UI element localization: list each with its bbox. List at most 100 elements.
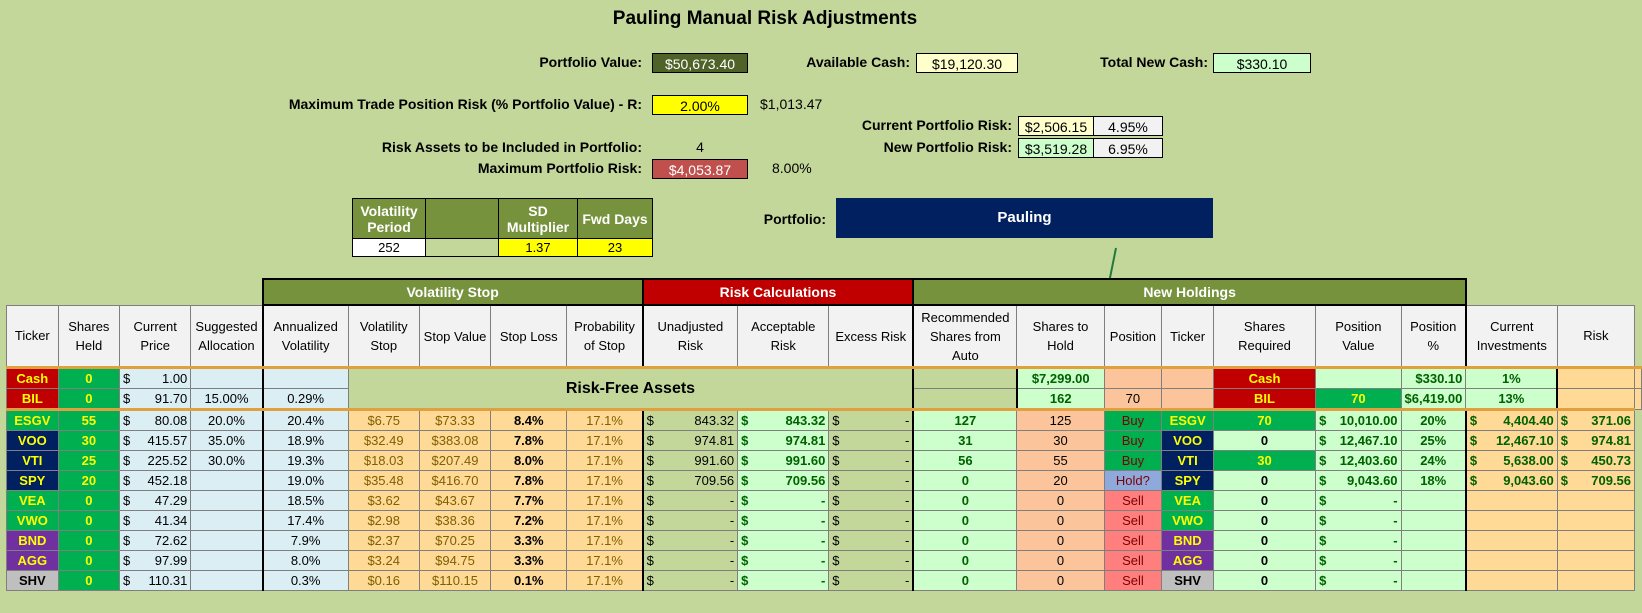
position-value-cell[interactable]: $9,043.60 bbox=[1315, 470, 1402, 491]
position-value-cell[interactable]: $ - bbox=[1315, 510, 1402, 531]
risk-cell[interactable]: $450.73 bbox=[1556, 450, 1636, 471]
shares-required-cell[interactable]: 0 bbox=[1212, 490, 1317, 511]
shares-to-hold-cell[interactable]: 70 bbox=[1103, 388, 1163, 410]
position-cell[interactable] bbox=[1161, 388, 1214, 410]
shares-held-cell[interactable]: 30 bbox=[57, 430, 121, 451]
current-investments-cell[interactable] bbox=[1464, 490, 1558, 511]
suggested-allocation-cell[interactable] bbox=[190, 490, 264, 511]
unadjusted-risk-cell[interactable]: $ - bbox=[641, 530, 739, 551]
annualized-volatility-cell[interactable]: 19.3% bbox=[261, 450, 349, 471]
probability-of-stop-cell[interactable]: 17.1% bbox=[566, 408, 644, 431]
risk-cell[interactable]: $974.81 bbox=[1556, 430, 1636, 451]
position-pct-cell[interactable]: 25% bbox=[1400, 430, 1467, 451]
annualized-volatility-cell[interactable]: 7.9% bbox=[261, 530, 349, 551]
acceptable-risk-cell[interactable]: $ - bbox=[737, 550, 830, 571]
current-investments-cell[interactable] bbox=[1556, 388, 1636, 410]
recommended-shares-cell[interactable]: 56 bbox=[912, 450, 1018, 471]
unadjusted-risk-cell[interactable]: $991.60 bbox=[641, 450, 739, 471]
shares-to-hold-cell[interactable]: 125 bbox=[1016, 408, 1105, 431]
shares-to-hold-cell[interactable]: 55 bbox=[1016, 450, 1105, 471]
annualized-volatility-cell[interactable]: 19.0% bbox=[261, 470, 349, 491]
suggested-allocation-cell[interactable]: 30.0% bbox=[190, 450, 264, 471]
current-investments-cell[interactable] bbox=[1464, 530, 1558, 551]
position-cell[interactable]: Sell bbox=[1103, 530, 1163, 551]
current-price-cell[interactable]: $47.29 bbox=[119, 490, 192, 511]
recommended-shares-cell[interactable]: 0 bbox=[912, 490, 1018, 511]
position-value-cell[interactable]: $ - bbox=[1315, 530, 1402, 551]
current-investments-cell[interactable] bbox=[1556, 366, 1636, 389]
shares-held-cell[interactable]: 55 bbox=[57, 408, 121, 431]
excess-risk-cell[interactable]: $ - bbox=[828, 530, 914, 551]
position-pct-cell[interactable]: 13% bbox=[1465, 388, 1558, 410]
ticker-cell[interactable]: VOO bbox=[6, 430, 59, 451]
available-cash-cell[interactable]: $19,120.30 bbox=[916, 53, 1018, 73]
stop-loss-cell[interactable]: 0.1% bbox=[490, 570, 568, 591]
position-pct-cell[interactable] bbox=[1400, 570, 1467, 591]
current-price-cell[interactable]: $452.18 bbox=[119, 470, 192, 491]
shares-to-hold-cell[interactable]: 30 bbox=[1016, 430, 1105, 451]
stop-value-cell[interactable]: $383.08 bbox=[418, 430, 492, 451]
suggested-allocation-cell[interactable] bbox=[190, 550, 264, 571]
position-pct-cell[interactable] bbox=[1400, 510, 1467, 531]
current-investments-cell[interactable]: $9,043.60 bbox=[1464, 470, 1558, 491]
position-pct-cell[interactable] bbox=[1400, 550, 1467, 571]
position-cell[interactable]: Buy bbox=[1103, 430, 1163, 451]
stop-loss-cell[interactable]: 7.7% bbox=[490, 490, 568, 511]
shares-required-cell[interactable]: 30 bbox=[1212, 450, 1317, 471]
acceptable-risk-cell[interactable]: $709.56 bbox=[737, 470, 830, 491]
position-pct-cell[interactable]: 1% bbox=[1465, 366, 1558, 389]
total-new-cash-cell[interactable]: $330.10 bbox=[1213, 53, 1311, 73]
position-cell[interactable]: Sell bbox=[1103, 550, 1163, 571]
unadjusted-risk-cell[interactable]: $ - bbox=[641, 510, 739, 531]
current-price-cell[interactable]: $91.70 bbox=[119, 388, 192, 410]
new-risk-pct-cell[interactable]: 6.95% bbox=[1093, 138, 1163, 158]
stop-loss-cell[interactable]: 8.4% bbox=[490, 408, 568, 431]
current-investments-cell[interactable] bbox=[1464, 570, 1558, 591]
shares-held-cell[interactable]: 0 bbox=[57, 550, 121, 571]
current-investments-cell[interactable]: $4,404.40 bbox=[1464, 408, 1558, 431]
volatility-stop-cell[interactable]: $0.16 bbox=[347, 570, 420, 591]
risk-cell[interactable] bbox=[1556, 530, 1636, 551]
ticker-cell[interactable]: ESGV bbox=[1161, 408, 1214, 431]
excess-risk-cell[interactable]: $ - bbox=[828, 450, 914, 471]
position-value-cell[interactable]: $330.10 bbox=[1400, 366, 1467, 389]
unadjusted-risk-cell[interactable]: $ - bbox=[641, 550, 739, 571]
shares-to-hold-cell[interactable] bbox=[1103, 366, 1163, 389]
current-investments-cell[interactable] bbox=[1464, 550, 1558, 571]
acceptable-risk-cell[interactable]: $843.32 bbox=[737, 408, 830, 431]
recommended-shares-cell[interactable]: $7,299.00 bbox=[1015, 366, 1105, 389]
excess-risk-cell[interactable]: $ - bbox=[828, 430, 914, 451]
position-cell[interactable] bbox=[1161, 366, 1214, 389]
suggested-allocation-cell[interactable]: 35.0% bbox=[190, 430, 264, 451]
stop-value-cell[interactable]: $110.15 bbox=[418, 570, 492, 591]
annualized-volatility-cell[interactable]: 0.3% bbox=[261, 570, 349, 591]
ticker-cell[interactable]: BND bbox=[1161, 530, 1214, 551]
acceptable-risk-cell[interactable]: $ - bbox=[737, 530, 830, 551]
recommended-shares-cell[interactable]: 0 bbox=[912, 570, 1018, 591]
ticker-cell[interactable]: SHV bbox=[6, 570, 59, 591]
portfolio-value-cell[interactable]: $50,673.40 bbox=[652, 53, 748, 73]
ticker-cell[interactable]: VTI bbox=[1161, 450, 1214, 471]
current-price-cell[interactable]: $97.99 bbox=[119, 550, 192, 571]
annualized-volatility-cell[interactable]: 8.0% bbox=[261, 550, 349, 571]
stop-value-cell[interactable]: $207.49 bbox=[418, 450, 492, 471]
shares-held-cell[interactable]: 0 bbox=[57, 530, 121, 551]
stop-value-cell[interactable]: $73.33 bbox=[418, 408, 492, 431]
shares-to-hold-cell[interactable]: 0 bbox=[1016, 550, 1105, 571]
ticker-cell[interactable]: BIL bbox=[1212, 388, 1317, 410]
recommended-shares-cell[interactable]: 0 bbox=[912, 530, 1018, 551]
max-portfolio-risk-amount-cell[interactable]: $4,053.87 bbox=[652, 159, 748, 179]
ticker-cell[interactable]: AGG bbox=[6, 550, 59, 571]
volatility-stop-cell[interactable]: $2.98 bbox=[347, 510, 420, 531]
stop-loss-cell[interactable]: 7.8% bbox=[490, 470, 568, 491]
shares-required-cell[interactable]: 70 bbox=[1212, 408, 1317, 431]
unadjusted-risk-cell[interactable]: $843.32 bbox=[641, 408, 739, 431]
position-pct-cell[interactable]: 18% bbox=[1400, 470, 1467, 491]
current-investments-cell[interactable] bbox=[1464, 510, 1558, 531]
probability-of-stop-cell[interactable]: 17.1% bbox=[566, 510, 644, 531]
volatility-stop-cell[interactable]: $6.75 bbox=[347, 408, 420, 431]
position-cell[interactable]: Buy bbox=[1103, 408, 1163, 431]
suggested-allocation-cell[interactable] bbox=[190, 470, 264, 491]
probability-of-stop-cell[interactable]: 17.1% bbox=[566, 530, 644, 551]
recommended-shares-cell[interactable]: 127 bbox=[912, 408, 1018, 431]
